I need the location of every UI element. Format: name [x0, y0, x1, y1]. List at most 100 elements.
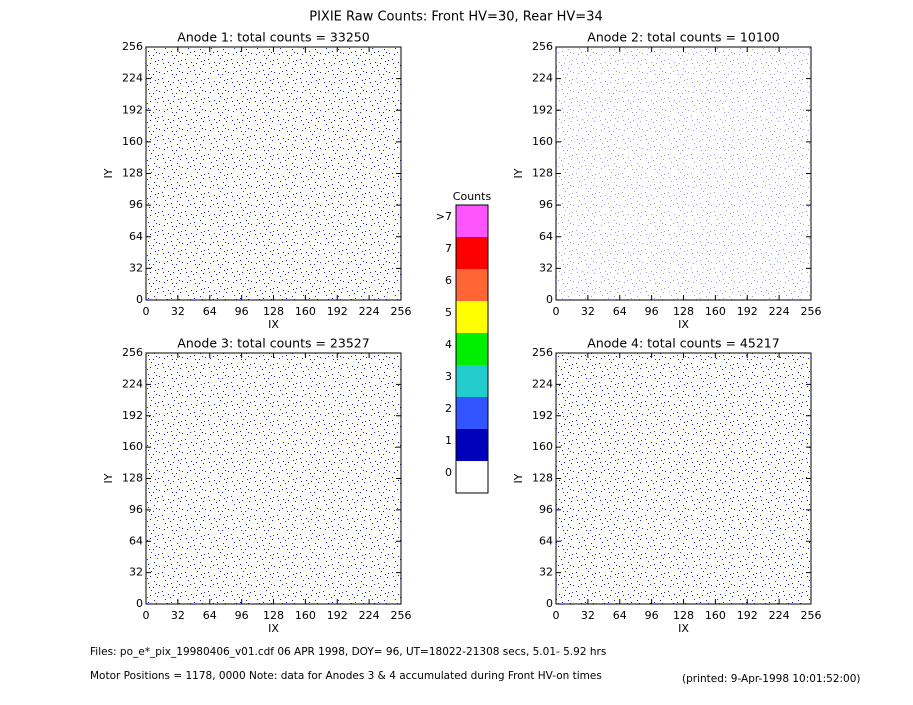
footer-files: Files: po_e*_pix_19980406_v01.cdf 06 APR… — [90, 646, 606, 658]
x-tick-label: 160 — [295, 609, 316, 622]
y-tick-label: 128 — [122, 167, 143, 180]
y-tick-label: 192 — [532, 409, 553, 422]
x-tick-label: 32 — [581, 609, 595, 622]
x-tick-label: 32 — [171, 305, 185, 318]
y-tick-label: 160 — [122, 135, 143, 148]
x-tick-label: 192 — [737, 609, 758, 622]
x-tick-label: 256 — [801, 609, 822, 622]
y-axis-label: IY — [512, 168, 525, 178]
y-tick-label: 192 — [122, 409, 143, 422]
x-tick-label: 256 — [391, 609, 412, 622]
y-tick-label: 0 — [546, 597, 553, 610]
x-tick-label: 256 — [391, 305, 412, 318]
y-tick-label: 96 — [129, 503, 143, 516]
y-tick-label: 256 — [122, 40, 143, 53]
y-tick-label: 96 — [539, 198, 553, 211]
x-tick-label: 32 — [171, 609, 185, 622]
x-tick-label: 224 — [359, 609, 380, 622]
x-axis-label: IX — [678, 622, 689, 635]
y-tick-label: 0 — [136, 597, 143, 610]
y-tick-label: 32 — [539, 261, 553, 274]
colorbar-label: 1 — [445, 434, 452, 447]
x-tick-label: 192 — [737, 305, 758, 318]
colorbar-cell — [456, 461, 488, 493]
y-tick-label: 32 — [539, 566, 553, 579]
x-axis-label: IX — [678, 318, 689, 331]
x-tick-label: 160 — [705, 609, 726, 622]
y-tick-label: 256 — [532, 40, 553, 53]
y-tick-label: 224 — [122, 377, 143, 390]
x-tick-label: 128 — [673, 609, 694, 622]
y-tick-label: 224 — [532, 72, 553, 85]
y-tick-label: 192 — [532, 103, 553, 116]
colorbar-cell — [456, 237, 488, 269]
heatmap-image — [556, 353, 811, 604]
x-tick-label: 64 — [613, 609, 627, 622]
x-tick-label: 96 — [235, 609, 249, 622]
x-tick-label: 0 — [553, 305, 560, 318]
colorbar-cell — [456, 269, 488, 301]
y-axis-label: IY — [102, 473, 115, 483]
y-tick-label: 32 — [129, 261, 143, 274]
x-tick-label: 0 — [143, 305, 150, 318]
y-axis-label: IY — [512, 473, 525, 483]
colorbar-title: Counts — [453, 190, 492, 203]
x-tick-label: 128 — [263, 609, 284, 622]
colorbar-label: 3 — [445, 370, 452, 383]
x-tick-label: 160 — [705, 305, 726, 318]
y-tick-label: 160 — [532, 440, 553, 453]
x-tick-label: 224 — [769, 305, 790, 318]
y-tick-label: 160 — [532, 135, 553, 148]
x-axis-label: IX — [268, 622, 279, 635]
x-tick-label: 96 — [645, 609, 659, 622]
y-tick-label: 224 — [122, 72, 143, 85]
x-tick-label: 0 — [553, 609, 560, 622]
y-tick-label: 128 — [122, 472, 143, 485]
panel-title: Anode 4: total counts = 45217 — [587, 336, 779, 351]
footer-printed: (printed: 9-Apr-1998 10:01:52:00) — [682, 673, 861, 685]
y-tick-label: 64 — [129, 534, 143, 547]
x-tick-label: 128 — [263, 305, 284, 318]
colorbar-frame — [455, 204, 489, 494]
x-tick-label: 96 — [235, 305, 249, 318]
colorbar-cell — [456, 365, 488, 397]
x-tick-label: 64 — [203, 609, 217, 622]
x-tick-label: 128 — [673, 305, 694, 318]
x-tick-label: 192 — [327, 305, 348, 318]
x-tick-label: 0 — [143, 609, 150, 622]
y-tick-label: 256 — [122, 346, 143, 359]
y-tick-label: 128 — [532, 167, 553, 180]
y-tick-label: 192 — [122, 103, 143, 116]
heatmap-image — [556, 47, 811, 300]
colorbar-cell — [456, 301, 488, 333]
heatmap-image — [146, 353, 401, 604]
y-tick-label: 96 — [539, 503, 553, 516]
colorbar-cell — [456, 205, 488, 237]
colorbar-cell — [456, 429, 488, 461]
colorbar-label: 7 — [445, 242, 452, 255]
heatmap-image — [146, 47, 401, 300]
y-axis-label: IY — [102, 168, 115, 178]
colorbar-cell — [456, 397, 488, 429]
panel-title: Anode 3: total counts = 23527 — [177, 336, 369, 351]
figure-title: PIXIE Raw Counts: Front HV=30, Rear HV=3… — [309, 10, 603, 25]
y-tick-label: 0 — [136, 293, 143, 306]
y-tick-label: 256 — [532, 346, 553, 359]
x-axis-label: IX — [268, 318, 279, 331]
y-tick-label: 64 — [539, 534, 553, 547]
x-tick-label: 96 — [645, 305, 659, 318]
colorbar-label: 5 — [445, 306, 452, 319]
x-tick-label: 64 — [613, 305, 627, 318]
x-tick-label: 192 — [327, 609, 348, 622]
y-tick-label: 160 — [122, 440, 143, 453]
x-tick-label: 160 — [295, 305, 316, 318]
x-tick-label: 224 — [769, 609, 790, 622]
colorbar-label: 2 — [445, 402, 452, 415]
colorbar-label: 6 — [445, 274, 452, 287]
x-tick-label: 64 — [203, 305, 217, 318]
y-tick-label: 0 — [546, 293, 553, 306]
footer-motor: Motor Positions = 1178, 0000 Note: data … — [90, 670, 602, 682]
panel-title: Anode 2: total counts = 10100 — [587, 30, 779, 45]
